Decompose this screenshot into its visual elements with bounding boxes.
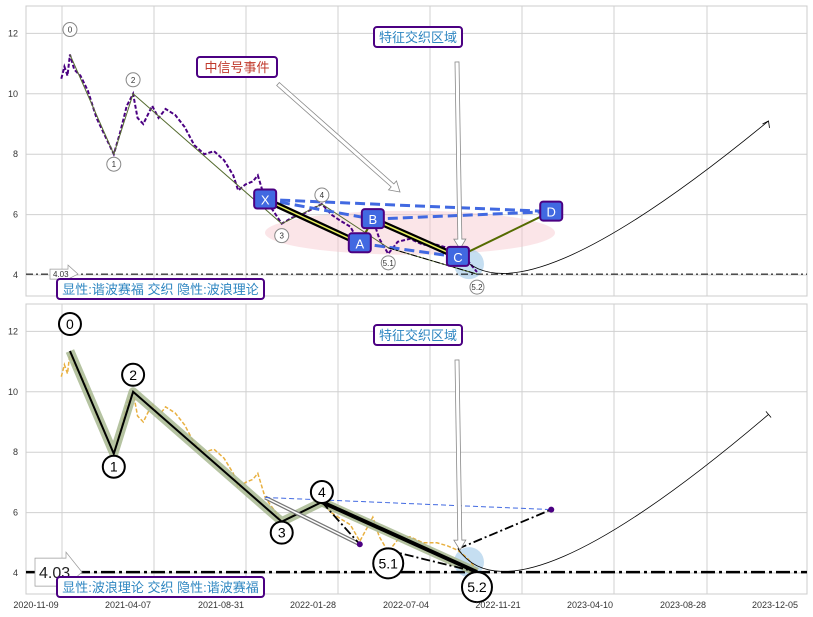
harmonic-point-D <box>548 506 555 513</box>
wave-label-0: 0 <box>68 26 73 35</box>
x-tick-label: 2020-11-09 <box>13 600 58 610</box>
wave-label-2: 2 <box>129 367 137 383</box>
x-tick-label: 2022-07-04 <box>383 600 429 610</box>
wave-label-circle-1 <box>101 454 126 479</box>
dashdot-line-0 <box>321 501 361 545</box>
wave-label-circle-2 <box>125 72 141 88</box>
y-tick-label: 12 <box>8 326 18 336</box>
harmonic-label-B: B <box>368 212 377 227</box>
x-tick-label: 2022-01-28 <box>290 600 336 610</box>
y-tick-label: 4 <box>13 270 18 280</box>
pattern-legend-box <box>56 278 265 300</box>
feature-zone-arrow <box>453 359 467 551</box>
harmonic-leg-XA-core <box>264 496 361 545</box>
x-tick-label: 2023-04-10 <box>567 600 613 610</box>
harmonic-dashed-XB <box>264 198 374 221</box>
wave-label-5.2: 5.2 <box>471 283 483 292</box>
hollow-arrow-shape <box>453 359 467 551</box>
feature-zone-label: 特征交织区域 <box>379 30 457 45</box>
plot-area <box>25 5 808 297</box>
x-tick-label: 2023-08-28 <box>660 600 706 610</box>
wave-label-5.2: 5.2 <box>467 579 487 595</box>
dashdot-line-1 <box>388 549 478 573</box>
x-tick-label: 2021-04-07 <box>105 600 151 610</box>
y-tick-label: 6 <box>13 508 18 518</box>
harmonic-label-box-D <box>539 200 564 222</box>
x-tick-label: 2022-11-21 <box>475 600 520 610</box>
wave-leg-4-5 <box>321 500 478 574</box>
harmonic-dashed-AC <box>359 241 459 259</box>
projection-arrowhead <box>762 120 770 129</box>
pattern-legend-box <box>56 576 265 598</box>
harmonic-label-X: X <box>261 193 270 208</box>
support-label-arrow <box>49 264 79 280</box>
y-tick-label: 6 <box>13 210 18 220</box>
wave-label-circle-4 <box>309 480 334 505</box>
y-tick-label: 12 <box>8 28 18 38</box>
feature-zone-arrow <box>453 61 467 250</box>
wave-label-5.1: 5.1 <box>378 555 398 571</box>
harmonic-dashed-XD <box>265 198 552 214</box>
y-tick-label: 10 <box>8 387 18 397</box>
pattern-legend: 显性:谐波赛福 交织 隐性:波浪理论 <box>62 282 258 297</box>
wave-5-dashdot <box>388 247 478 275</box>
harmonic-label-box-B <box>360 208 385 230</box>
wave-label-3: 3 <box>278 525 286 541</box>
harmonic-leg-CD <box>457 210 552 258</box>
harmonic-leg-core-BC <box>372 218 459 258</box>
wave-label-circle-5.1 <box>380 255 396 271</box>
harmonic-point-A <box>356 541 363 548</box>
wave-line <box>69 350 323 523</box>
wave-label-circle-2 <box>121 362 146 387</box>
wave-label-4: 4 <box>320 191 325 200</box>
harmonic-leg-core-XA <box>264 198 361 244</box>
y-tick-label: 8 <box>13 149 18 159</box>
harmonic-label-box-C <box>445 245 470 267</box>
wave-label-circle-3 <box>274 228 290 244</box>
wave-label-circle-4 <box>314 187 330 203</box>
plot-area <box>25 303 808 595</box>
projection-curve <box>457 411 772 572</box>
feature-zone-label: 特征交织区域 <box>379 328 457 343</box>
signal-event-label-box <box>196 56 278 78</box>
hollow-arrow-shape <box>453 61 467 250</box>
support-value-label: 4.03 <box>53 270 69 279</box>
x-tick-label: 2023-12-05 <box>752 600 798 610</box>
harmonic-label-D: D <box>547 205 556 220</box>
wave-label-4: 4 <box>318 484 326 500</box>
feature-zone-label-box <box>373 324 463 346</box>
wave-label-0: 0 <box>66 316 74 332</box>
wave-label-1: 1 <box>110 459 118 475</box>
harmonic-label-A: A <box>355 236 364 251</box>
wave-label-circle-5.2 <box>460 571 493 604</box>
wave-label-2: 2 <box>131 76 136 85</box>
wave-label-5.1: 5.1 <box>383 259 395 268</box>
projection-curve <box>457 120 769 274</box>
wave-label-3: 3 <box>279 232 284 241</box>
feature-zone-label-box <box>373 26 463 48</box>
wave-label-1: 1 <box>112 160 117 169</box>
y-tick-label: 8 <box>13 447 18 457</box>
signal-event-arrow <box>276 81 401 193</box>
wave-label-circle-1 <box>106 156 122 172</box>
harmonic-label-C: C <box>453 250 462 265</box>
wave-label-circle-0 <box>62 22 78 38</box>
wave-label-circle-5.1 <box>372 547 405 580</box>
y-tick-label: 10 <box>8 89 18 99</box>
y-tick-label: 4 <box>13 568 18 578</box>
harmonic-label-box-A <box>347 232 372 254</box>
signal-event-label: 中信号事件 <box>204 60 269 75</box>
hollow-arrow-shape <box>276 81 401 193</box>
pattern-legend: 显性:波浪理论 交织 隐性:谐波赛福 <box>62 580 258 595</box>
wave-label-circle-5.2 <box>469 279 485 295</box>
harmonic-label-box-X <box>253 188 278 210</box>
wave-label-circle-0 <box>57 312 82 337</box>
x-tick-label: 2021-08-31 <box>198 600 244 610</box>
wave-label-circle-3 <box>269 520 294 545</box>
